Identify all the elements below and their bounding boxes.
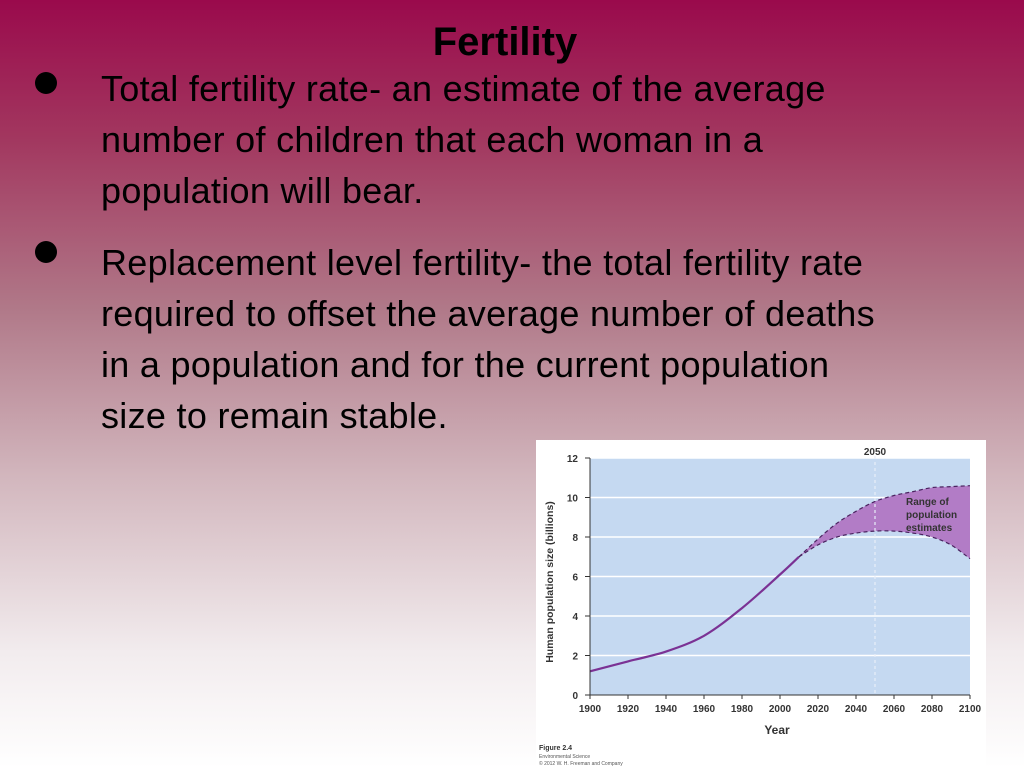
y-tick-label: 10	[567, 494, 579, 505]
bullet-2-line-3: in a population and for the current popu…	[101, 344, 830, 385]
range-annotation-line-2: population	[906, 510, 957, 521]
figure-caption-line-2: © 2012 W. H. Freeman and Company	[539, 760, 623, 767]
slide-title: Fertility	[432, 20, 578, 64]
x-tick-label: 2080	[921, 704, 944, 715]
bullet-2-line-1: Replacement level fertility- the total f…	[101, 242, 864, 283]
population-chart-figure: 0 2 4 6 8 10 12 1900 1920 1940 1960 1980 2000 2020 204…	[536, 440, 986, 768]
x-tick-label: 1920	[617, 704, 640, 715]
x-tick-label: 1960	[693, 704, 716, 715]
y-tick-label: 4	[572, 612, 578, 623]
bullet-1-line-1: Total fertility rate- an estimate of the…	[101, 68, 826, 109]
x-tick-label: 2100	[959, 704, 982, 715]
figure-caption-title: Figure 2.4	[539, 745, 572, 752]
x-tick-label: 1900	[579, 704, 602, 715]
y-tick-label: 6	[572, 573, 578, 584]
figure-caption-line-1: Environmental Science	[539, 754, 590, 760]
range-annotation-line-1: Range of	[906, 497, 949, 508]
bullet-2: Replacement level fertility- the total f…	[101, 237, 1011, 441]
range-upper-line	[798, 485, 971, 558]
x-tick-label: 2020	[807, 704, 830, 715]
population-series-line	[589, 555, 800, 673]
x-tick-label: 1980	[731, 704, 754, 715]
y-tick-label: 8	[572, 533, 578, 544]
range-annotation-line-3: estimates	[906, 523, 953, 534]
bullet-2-line-2: required to offset the average number of…	[101, 293, 875, 334]
bullet-2-dot	[35, 241, 57, 263]
x-tick-label: 1940	[655, 704, 678, 715]
bullet-1-line-2: number of children that each woman in a	[101, 119, 764, 160]
bullet-1-dot	[35, 72, 57, 94]
year-2050-label: 2050	[864, 447, 887, 458]
population-chart: 0 2 4 6 8 10 12 1900 1920 1940 1960 1980 2000 2020 204…	[539, 447, 982, 767]
range-lower-line	[798, 530, 971, 560]
bullet-2-line-4: size to remain stable.	[101, 395, 448, 436]
x-axis-label: Year	[764, 723, 790, 737]
x-tick-label: 2040	[845, 704, 868, 715]
bullet-1-line-3: population will bear.	[101, 170, 424, 211]
x-tick-label: 2000	[769, 704, 792, 715]
y-tick-label: 12	[567, 454, 579, 465]
range-of-estimates-area	[799, 485, 970, 559]
bullet-1: Total fertility rate- an estimate of the…	[101, 63, 1011, 216]
y-axis-label: Human population size (billions)	[544, 501, 556, 663]
y-tick-label: 2	[572, 652, 578, 663]
x-tick-label: 2060	[883, 704, 906, 715]
y-tick-label: 0	[572, 691, 578, 702]
